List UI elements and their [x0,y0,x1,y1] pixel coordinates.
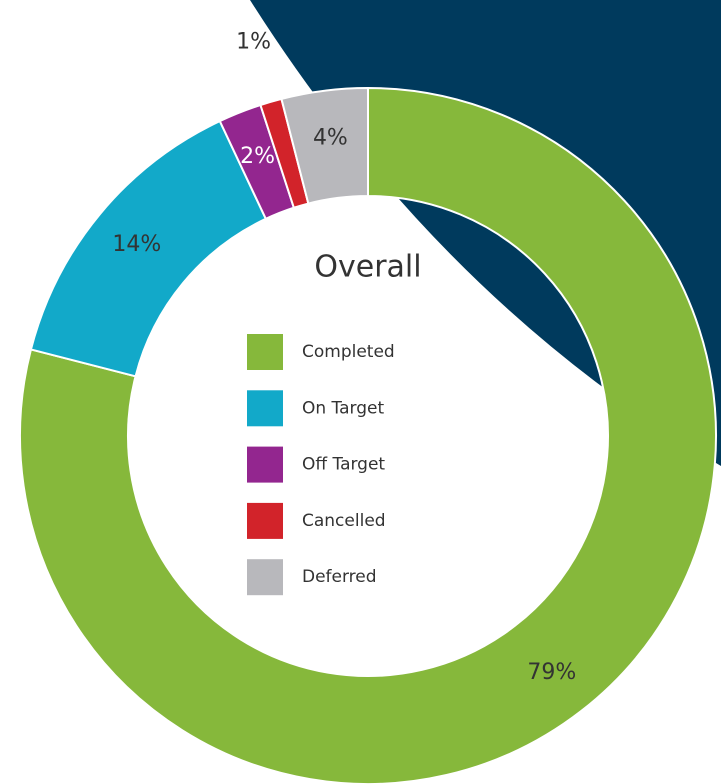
legend-swatch [247,502,283,539]
value-label: 4% [313,125,348,150]
legend-label: Cancelled [302,511,386,531]
value-label: 79% [527,660,576,685]
leader-line [256,55,270,97]
legend-label: Off Target [302,455,385,475]
legend-label: On Target [302,398,384,418]
legend-swatch [247,446,283,483]
slice [280,86,369,205]
legend-swatch [247,334,283,370]
slice [19,86,717,784]
legend-label: Deferred [302,567,377,587]
chart-title: Overall [314,250,421,285]
legend-swatch [247,559,283,596]
value-label: 2% [240,144,275,169]
legend-swatch [247,390,283,427]
value-label: 1% [236,29,271,54]
legend-label: Completed [302,342,395,362]
value-label: 14% [112,232,161,257]
donut [19,86,717,784]
leader-dot [266,93,273,100]
